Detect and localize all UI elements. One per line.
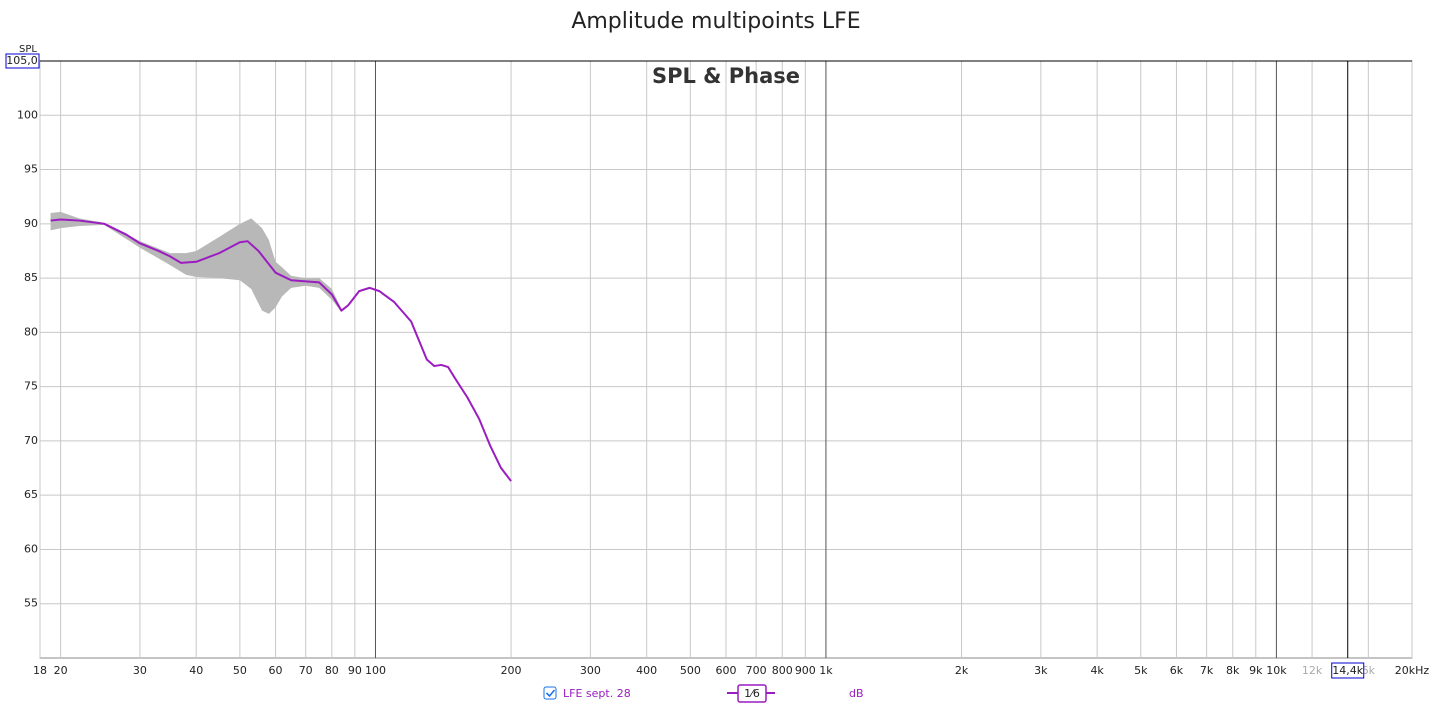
x-tick-label: 6k: [1362, 664, 1376, 677]
x-tick-label: 500: [680, 664, 701, 677]
y-tick-label: 55: [24, 597, 38, 610]
cursor-y-label: 105,0: [6, 54, 38, 67]
x-tick-label: 3k: [1034, 664, 1048, 677]
x-tick-label: 9k: [1249, 664, 1263, 677]
x-tick-label: 600: [716, 664, 737, 677]
x-tick-label: 6k: [1170, 664, 1184, 677]
x-tick-label: 50: [233, 664, 247, 677]
y-tick-label: 80: [24, 325, 38, 338]
x-tick-label: 100: [365, 664, 386, 677]
y-tick-label: 85: [24, 271, 38, 284]
y-tick-label: 65: [24, 488, 38, 501]
x-tick-label: 800: [772, 664, 793, 677]
smoothing-box[interactable]: [737, 684, 767, 703]
legend-label[interactable]: LFE sept. 28: [563, 687, 631, 700]
x-tick-label: 18: [33, 664, 47, 677]
x-tick-label: 700: [746, 664, 767, 677]
y-tick-label: 70: [24, 434, 38, 447]
y-axis-label: SPL: [19, 44, 37, 55]
x-tick-label: 10k: [1266, 664, 1287, 677]
x-tick-label: 2k: [955, 664, 969, 677]
x-tick-label: 7k: [1200, 664, 1214, 677]
y-tick-label: 75: [24, 380, 38, 393]
x-tick-label: 20kHz: [1395, 664, 1430, 677]
x-tick-label: 8k: [1226, 664, 1240, 677]
x-tick-label: 70: [299, 664, 313, 677]
x-tick-label: 5k: [1134, 664, 1148, 677]
x-tick-label: 1k: [819, 664, 833, 677]
x-tick-label: 300: [580, 664, 601, 677]
x-tick-label: 400: [636, 664, 657, 677]
x-tick-label: 90: [348, 664, 362, 677]
y-tick-label: 60: [24, 542, 38, 555]
x-tick-label: 20: [54, 664, 68, 677]
x-tick-label: 80: [325, 664, 339, 677]
check-icon: [545, 689, 556, 698]
y-tick-label: 95: [24, 163, 38, 176]
x-tick-label: 900: [795, 664, 816, 677]
cursor-x-label: 14,4k: [1332, 664, 1363, 677]
unit-label: dB: [849, 687, 864, 700]
x-tick-label: 200: [501, 664, 522, 677]
y-tick-label: 100: [17, 108, 38, 121]
x-tick-label: 12k: [1302, 664, 1323, 677]
x-tick-label: 60: [269, 664, 283, 677]
legend-checkbox[interactable]: [543, 686, 557, 700]
range-band: [50, 211, 342, 314]
x-tick-label: 40: [189, 664, 203, 677]
chart-title: Amplitude multipoints LFE: [571, 9, 860, 34]
cursor-y-box: [5, 53, 40, 69]
smoothing-label: 1⁄6: [744, 687, 760, 700]
data-line: [50, 218, 512, 482]
x-tick-label: 4k: [1090, 664, 1104, 677]
x-tick-label: 30: [133, 664, 147, 677]
y-tick-label: 90: [24, 217, 38, 230]
subtitle: SPL & Phase: [652, 64, 800, 88]
cursor-x-box: [1331, 662, 1365, 679]
